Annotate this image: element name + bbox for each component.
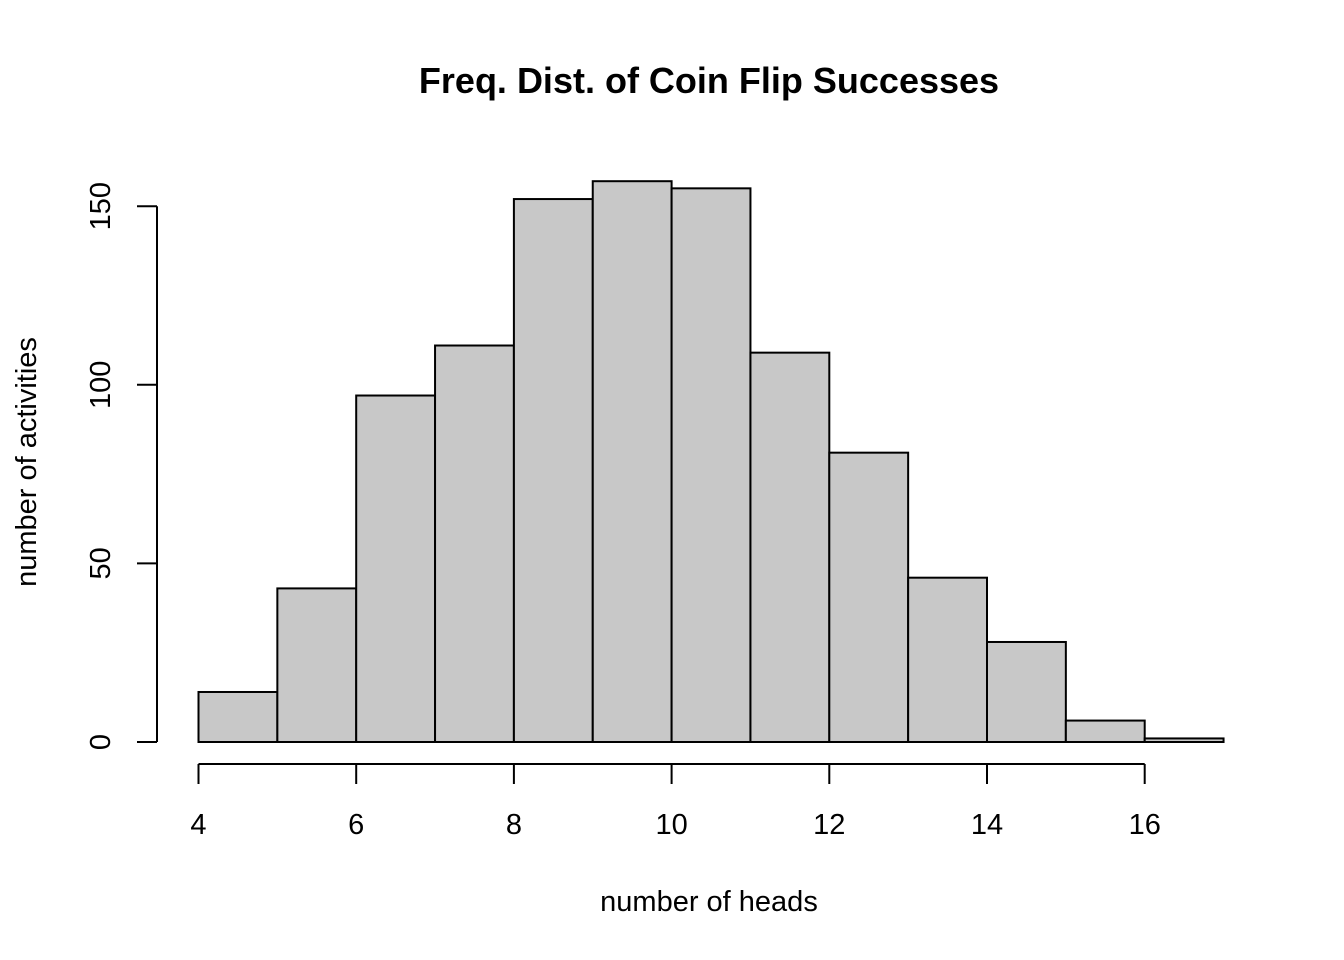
histogram-bar-9 <box>907 576 989 743</box>
y-axis-label: number of activities <box>11 337 43 587</box>
histogram-bar-0 <box>197 690 279 744</box>
histogram-bar-2 <box>355 394 437 743</box>
chart-title: Freq. Dist. of Coin Flip Successes <box>419 60 999 101</box>
histogram-bar-6 <box>670 187 752 743</box>
histogram-bar-3 <box>434 344 515 743</box>
histogram-bar-4 <box>512 198 594 743</box>
x-tick-label: 12 <box>813 809 845 841</box>
x-tick-label: 16 <box>1129 809 1161 841</box>
y-tick-label: 100 <box>85 361 117 409</box>
y-tick-label: 150 <box>85 182 117 230</box>
histogram-bar-12 <box>1143 737 1225 743</box>
histogram-bar-11 <box>1064 719 1146 743</box>
y-tick-label: 50 <box>85 547 117 579</box>
y-tick-label: 0 <box>85 734 117 750</box>
x-tick-label: 8 <box>506 809 522 841</box>
histogram-bar-1 <box>276 587 358 743</box>
histogram-bar-7 <box>749 351 831 743</box>
x-tick-label: 10 <box>655 809 687 841</box>
x-tick-label: 6 <box>348 809 364 841</box>
bars-group <box>197 180 1225 744</box>
histogram-bar-5 <box>591 180 673 744</box>
histogram-bar-8 <box>828 451 910 743</box>
x-tick-label: 14 <box>971 809 1003 841</box>
x-axis-label: number of heads <box>600 886 818 918</box>
histogram-bar-10 <box>986 640 1067 744</box>
x-tick-label: 4 <box>190 809 206 841</box>
y-axis: 0 50 100 150 <box>85 182 158 750</box>
x-axis: 4 6 8 10 12 14 16 <box>190 763 1161 841</box>
